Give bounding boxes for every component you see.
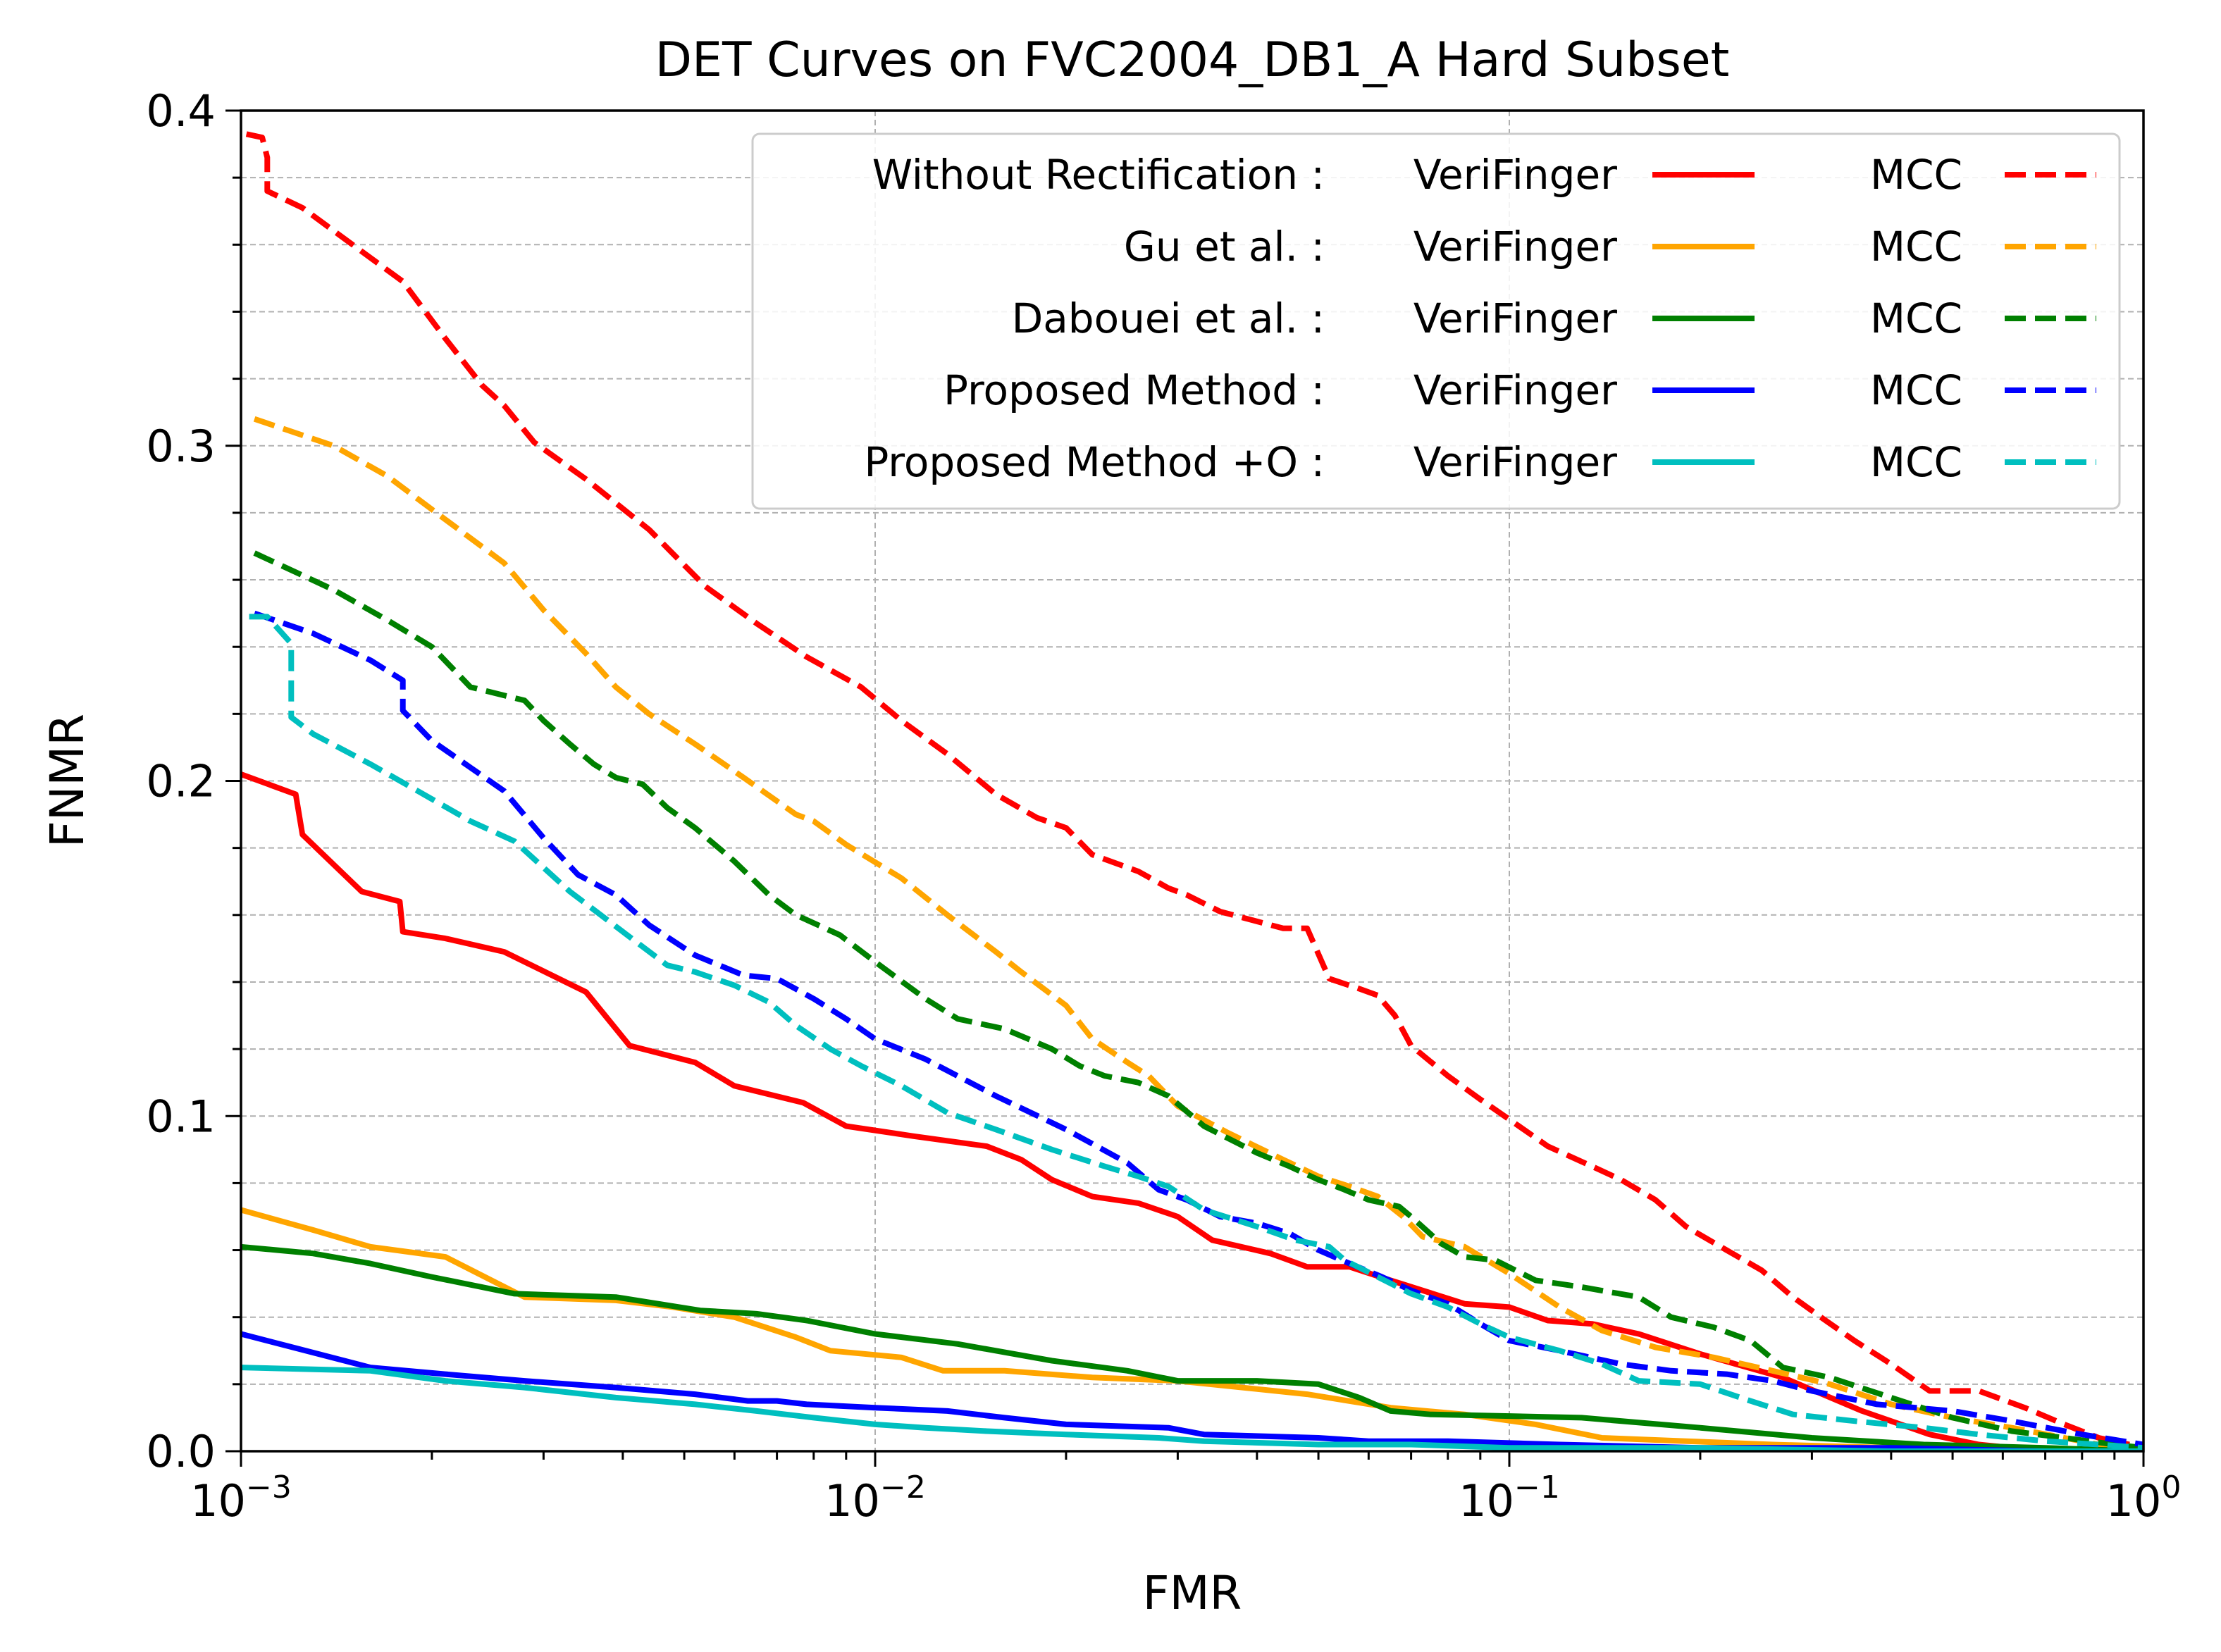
series-line-6	[253, 550, 2143, 1451]
legend-method-label: Proposed Method :	[944, 366, 1325, 414]
series-line-9	[241, 1365, 2143, 1451]
y-axis-label: FNMR	[40, 714, 94, 847]
y-tick-label: 0.4	[146, 85, 216, 137]
series-line-5	[241, 1243, 2143, 1451]
x-tick-label: 100	[2106, 1470, 2182, 1527]
series-line-8	[253, 610, 2143, 1448]
y-tick-label: 0.3	[146, 421, 216, 472]
legend-dashed-label: MCC	[1870, 294, 1962, 342]
legend-method-label: Without Rectification :	[872, 151, 1325, 199]
legend-dashed-label: MCC	[1870, 223, 1962, 271]
legend-solid-label: VeriFinger	[1413, 438, 1617, 486]
series-line-3	[241, 1207, 2143, 1451]
legend-solid-label: VeriFinger	[1413, 151, 1617, 199]
legend-dashed-label: MCC	[1870, 366, 1962, 414]
legend-solid-label: VeriFinger	[1413, 294, 1617, 342]
y-tick-label: 0.2	[146, 756, 216, 807]
plot-series	[241, 131, 2143, 1451]
y-tick-label: 0.1	[146, 1091, 216, 1142]
x-axis-label: FMR	[1143, 1566, 1242, 1620]
series-line-10	[249, 614, 2143, 1451]
legend-dashed-label: MCC	[1870, 151, 1962, 199]
legend-solid-label: VeriFinger	[1413, 366, 1617, 414]
y-tick-label: 0.0	[146, 1426, 216, 1477]
axis-ticks: 10−3 10−2 10−1 100 0.0 0.1 0.2 0.3 0.4	[146, 85, 2181, 1527]
legend-dashed-label: MCC	[1870, 438, 1962, 486]
legend-method-label: Proposed Method +O :	[864, 438, 1325, 486]
x-tick-label: 10−1	[1459, 1470, 1560, 1527]
legend: Without Rectification : VeriFinger MCC Gu e…	[751, 132, 2121, 510]
chart-title: DET Curves on FVC2004_DB1_A Hard Subset	[655, 32, 1730, 88]
legend-method-label: Dabouei et al. :	[1012, 294, 1325, 342]
x-tick-label: 10−3	[190, 1470, 292, 1527]
legend-solid-label: VeriFinger	[1413, 223, 1617, 271]
legend-method-label: Gu et al. :	[1124, 223, 1325, 271]
legend-box	[751, 132, 2121, 510]
x-tick-label: 10−2	[824, 1470, 926, 1527]
series-line-2	[245, 131, 2130, 1448]
